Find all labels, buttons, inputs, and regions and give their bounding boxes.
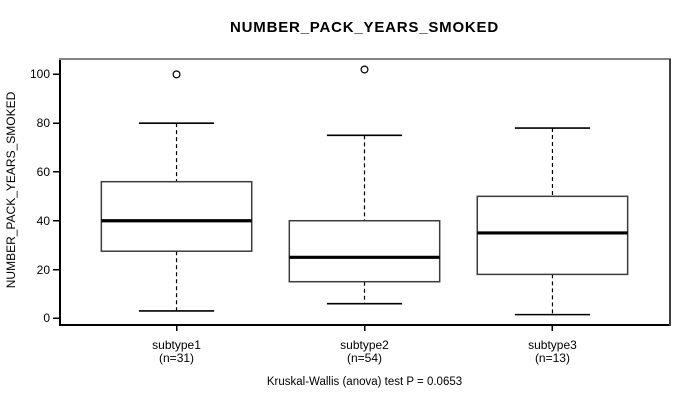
group-count: (n=13)	[534, 350, 570, 365]
x-group-label-subtype2: subtype2 (n=54)	[290, 339, 440, 364]
chart-title: NUMBER_PACK_YEARS_SMOKED	[230, 19, 499, 36]
y-tick-label: 40	[36, 213, 50, 228]
stat-caption: Kruskal-Wallis (anova) test P = 0.0653	[266, 376, 463, 388]
boxplot-group-subtype3	[476, 127, 629, 316]
group-count: (n=31)	[159, 350, 195, 365]
outlier-point	[360, 65, 369, 74]
boxplot-group-subtype1	[100, 70, 253, 312]
iqr-box	[100, 180, 253, 252]
axis-ticks	[53, 73, 554, 331]
boxplot-group-subtype2	[288, 65, 441, 305]
y-tick-label: 80	[36, 116, 50, 131]
group-name: subtype1	[152, 338, 201, 352]
iqr-box	[288, 219, 441, 283]
x-group-label-subtype3: subtype3 (n=13)	[477, 339, 627, 364]
plot-frame	[59, 57, 672, 326]
x-group-label-subtype1: subtype1 (n=31)	[102, 339, 252, 364]
group-name: subtype2	[340, 338, 389, 352]
iqr-box	[476, 195, 629, 276]
y-tick-label: 100	[29, 67, 50, 82]
group-count: (n=54)	[346, 350, 383, 365]
y-tick-label: 60	[36, 164, 50, 179]
group-name: subtype3	[528, 338, 577, 352]
outlier-point	[172, 70, 181, 79]
y-tick-label: 0	[43, 311, 50, 326]
y-tick-label: 20	[36, 262, 50, 277]
